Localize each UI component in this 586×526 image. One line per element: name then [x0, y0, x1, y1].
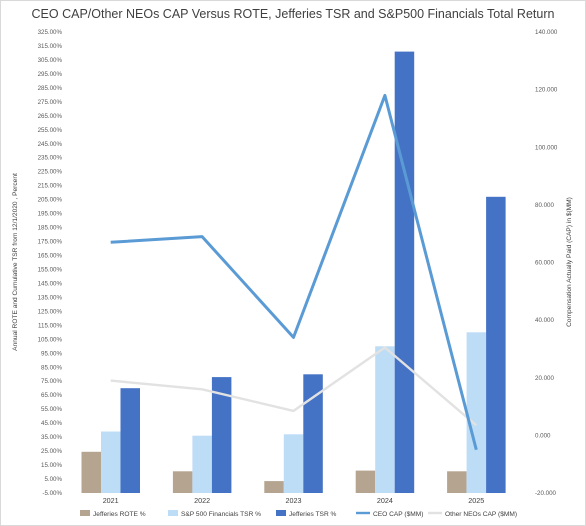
bar — [375, 346, 395, 493]
left-tick-label: 45.00% — [41, 420, 62, 427]
legend-label: Jefferies TSR % — [289, 511, 337, 518]
legend-label: Other NEOs CAP ($MM) — [445, 511, 517, 518]
bar — [120, 388, 140, 493]
right-tick-label: 20.000 — [535, 375, 554, 382]
left-tick-label: 25.00% — [41, 448, 62, 455]
left-tick-label: 35.00% — [41, 434, 62, 441]
left-tick-label: 305.00% — [38, 57, 63, 64]
left-tick-label: 75.00% — [41, 378, 62, 385]
left-tick-label: 125.00% — [38, 308, 63, 315]
right-tick-label: 120.000 — [535, 87, 558, 94]
left-tick-label: 155.00% — [38, 266, 63, 273]
left-tick-label: 275.00% — [38, 99, 63, 106]
right-axis-title: Compensation Actually Paid (CAP) in $(MM… — [566, 197, 573, 327]
right-tick-label: 100.000 — [535, 144, 558, 151]
left-tick-label: 65.00% — [41, 392, 62, 399]
left-axis-title: Annual ROTE and Cumulative TSR from 12/1… — [12, 173, 19, 351]
legend-label: S&P 500 Financials TSR % — [181, 511, 261, 518]
bar — [303, 374, 323, 493]
left-tick-label: 135.00% — [38, 294, 63, 301]
left-tick-label: 235.00% — [38, 155, 63, 162]
legend-label: Jefferies ROTE % — [93, 511, 146, 518]
series-line — [110, 93, 478, 451]
bar — [172, 471, 193, 493]
category-label: 2023 — [286, 496, 302, 505]
chart-title: CEO CAP/Other NEOs CAP Versus ROTE, Jeff… — [32, 7, 555, 21]
series-line — [110, 346, 478, 427]
left-tick-label: 265.00% — [38, 113, 63, 120]
bar — [192, 435, 212, 493]
category-labels: 2021 2022 2023 2024 2025 — [103, 496, 485, 505]
left-tick-label: 185.00% — [38, 225, 63, 232]
category-label: 2022 — [194, 496, 210, 505]
bar — [486, 196, 506, 494]
left-tick-label: 115.00% — [38, 322, 62, 329]
left-tick-label: 195.00% — [38, 211, 63, 218]
right-tick-label: 60.000 — [535, 260, 554, 267]
left-tick-label: 5.00% — [44, 476, 62, 483]
category-label: 2025 — [468, 496, 484, 505]
bars — [81, 51, 506, 494]
bar — [355, 470, 376, 493]
lines — [110, 93, 478, 451]
legend-swatch — [276, 510, 286, 516]
left-tick-label: 145.00% — [38, 280, 63, 287]
bar — [264, 481, 284, 493]
left-tick-label: 315.00% — [38, 43, 63, 50]
category-label: 2024 — [377, 496, 393, 505]
legend-label: CEO CAP ($MM) — [373, 511, 423, 518]
bar — [101, 431, 121, 493]
right-tick-label: 40.000 — [535, 317, 554, 324]
left-tick-label: 215.00% — [38, 183, 63, 190]
legend-swatch — [80, 510, 90, 516]
bar — [81, 451, 101, 493]
bar — [466, 332, 487, 493]
left-tick-label: 175.00% — [38, 239, 63, 246]
right-tick-label: -20.000 — [535, 490, 557, 497]
left-tick-label: 165.00% — [38, 253, 63, 260]
left-tick-label: 105.00% — [38, 336, 63, 343]
legend-swatch — [168, 510, 178, 516]
left-tick-label: 285.00% — [38, 85, 63, 92]
left-tick-label: 205.00% — [38, 197, 63, 204]
bar — [447, 471, 467, 493]
left-tick-label: 325.00% — [38, 29, 63, 36]
left-axis-ticks: -5.00% 5.00% 15.00% 25.00% 35.00% 45.00% 55.00… — [38, 29, 63, 497]
right-axis-ticks: -20.000 0.000 20.000 40.000 60.000 80.000 100.… — [535, 29, 558, 497]
left-tick-label: 55.00% — [41, 406, 62, 413]
left-tick-label: 15.00% — [41, 462, 62, 469]
right-tick-label: 140.000 — [535, 29, 558, 36]
right-tick-label: 0.000 — [535, 432, 551, 439]
bar — [394, 51, 415, 493]
left-tick-label: -5.00% — [42, 490, 62, 497]
right-tick-label: 80.000 — [535, 202, 554, 209]
left-tick-label: 95.00% — [41, 350, 62, 357]
category-label: 2021 — [103, 496, 119, 505]
bar — [211, 377, 232, 493]
left-tick-label: 295.00% — [38, 71, 63, 78]
bar — [283, 434, 304, 493]
left-tick-label: 255.00% — [38, 127, 63, 134]
left-tick-label: 85.00% — [41, 364, 62, 371]
left-tick-label: 225.00% — [38, 169, 63, 176]
left-tick-label: 245.00% — [38, 141, 63, 148]
legend: Jefferies ROTE % S&P 500 Financials TSR %… — [80, 510, 517, 518]
